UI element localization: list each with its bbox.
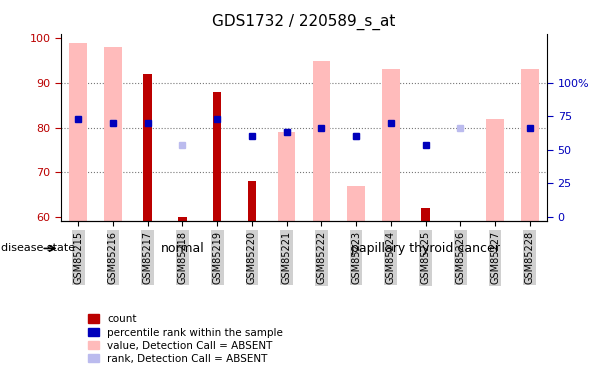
Text: disease state: disease state <box>1 243 75 254</box>
Bar <box>247 181 256 221</box>
Text: papillary thyroid cancer: papillary thyroid cancer <box>351 242 500 255</box>
Bar <box>178 217 187 221</box>
Bar <box>313 60 330 221</box>
Text: normal: normal <box>161 242 204 255</box>
Bar <box>213 92 221 221</box>
Title: GDS1732 / 220589_s_at: GDS1732 / 220589_s_at <box>212 13 396 30</box>
Bar <box>382 69 399 221</box>
Bar <box>486 118 504 221</box>
Bar <box>521 69 539 221</box>
Bar <box>421 208 430 221</box>
Bar <box>104 47 122 221</box>
Bar <box>143 74 152 221</box>
Legend: count, percentile rank within the sample, value, Detection Call = ABSENT, rank, : count, percentile rank within the sample… <box>85 310 287 368</box>
Bar <box>347 186 365 221</box>
Bar <box>278 132 295 221</box>
Bar <box>69 43 87 221</box>
